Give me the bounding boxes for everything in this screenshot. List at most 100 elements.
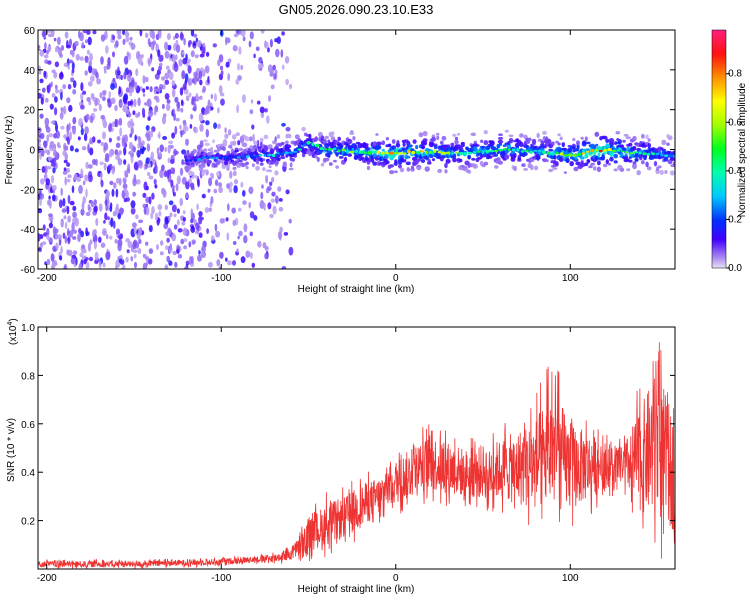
spectrogram-speckle bbox=[197, 254, 202, 262]
spectrogram-speckle bbox=[87, 36, 92, 46]
ridge-peak bbox=[319, 147, 324, 151]
spectrogram-speckle bbox=[217, 107, 220, 114]
spectrogram-speckle bbox=[59, 53, 63, 58]
spectrogram-speckle bbox=[55, 242, 59, 251]
spectrogram-xlabel: Height of straight line (km) bbox=[298, 284, 415, 295]
spectrogram-speckle bbox=[73, 173, 78, 181]
spectrogram-speckle bbox=[117, 213, 122, 220]
spectrogram-speckle bbox=[82, 180, 86, 186]
ridge-mark bbox=[335, 152, 339, 157]
spectrogram-speckle bbox=[182, 217, 186, 222]
spectrogram-speckle bbox=[63, 167, 67, 172]
spectrogram-speckle bbox=[255, 46, 260, 52]
ridge-mark bbox=[544, 159, 549, 163]
ridge-mark bbox=[328, 162, 333, 166]
spectrogram-speckle bbox=[78, 117, 83, 127]
spectrogram-speckle bbox=[227, 203, 230, 212]
ridge-mark bbox=[669, 170, 675, 176]
spectrogram-speckle bbox=[242, 200, 247, 206]
spectrogram-speckle bbox=[228, 186, 233, 193]
spectrogram-speckle bbox=[154, 212, 159, 221]
ridge-peak bbox=[428, 151, 433, 154]
spectrogram-speckle bbox=[92, 96, 96, 102]
ridge-mark bbox=[288, 167, 294, 171]
ridge-mark bbox=[555, 140, 559, 144]
spectrogram-speckle bbox=[93, 108, 98, 112]
y-tick-label: 0.4 bbox=[21, 468, 35, 479]
spectrogram-speckle bbox=[52, 260, 57, 264]
ridge-mark bbox=[322, 140, 327, 144]
spectrogram-speckle bbox=[44, 117, 50, 127]
spectrogram-speckle bbox=[114, 149, 119, 156]
ridge-mark bbox=[561, 142, 566, 148]
spectrogram-speckle bbox=[79, 56, 84, 61]
ridge-mark bbox=[440, 140, 444, 145]
ridge-peak bbox=[620, 150, 625, 153]
spectrogram-speckle bbox=[284, 56, 290, 64]
ridge-mark bbox=[550, 141, 555, 146]
spectrogram-speckle bbox=[165, 217, 169, 225]
spectrogram-speckle bbox=[69, 200, 75, 206]
spectrogram-speckle bbox=[158, 131, 161, 140]
spectrogram-speckle bbox=[51, 264, 55, 269]
spectrogram-speckle bbox=[269, 213, 274, 219]
ridge-mark bbox=[480, 139, 484, 143]
ridge-peak bbox=[472, 151, 477, 155]
spectrogram-speckle bbox=[133, 253, 137, 259]
x-tick-label: -200 bbox=[37, 273, 57, 284]
ridge-peak bbox=[354, 149, 359, 154]
spectrogram-speckle bbox=[269, 181, 273, 186]
spectrogram-speckle bbox=[127, 101, 132, 106]
ridge-mark bbox=[580, 136, 584, 140]
ridge-mark bbox=[391, 154, 396, 158]
spectrogram-speckle bbox=[102, 90, 107, 95]
ridge-mark bbox=[473, 140, 477, 144]
spectrogram-speckle bbox=[158, 62, 163, 67]
spectrogram-speckle bbox=[137, 55, 143, 65]
spectrogram-speckle bbox=[89, 52, 93, 62]
ridge-mark bbox=[641, 133, 645, 139]
spectrogram-speckle bbox=[219, 65, 224, 71]
ridge-mark bbox=[242, 142, 248, 148]
spectrogram-speckle bbox=[183, 238, 188, 243]
ridge-peak bbox=[419, 150, 424, 153]
ridge-mark bbox=[452, 133, 457, 137]
spectrogram-speckle bbox=[50, 175, 55, 184]
spectrogram-speckle bbox=[87, 144, 90, 154]
ridge-mark bbox=[459, 158, 463, 163]
spectrogram-speckle bbox=[174, 150, 179, 155]
ridge-mark bbox=[209, 172, 214, 177]
ridge-peak bbox=[314, 143, 320, 148]
spectrogram-speckle bbox=[112, 210, 117, 217]
spectrogram-speckle bbox=[164, 72, 170, 80]
spectrogram-speckle bbox=[107, 98, 111, 104]
spectrogram-speckle bbox=[279, 226, 283, 233]
ridge-peak bbox=[358, 150, 364, 154]
spectrogram-speckle bbox=[130, 208, 136, 215]
ridge-peak bbox=[511, 148, 516, 152]
spectrogram-speckle bbox=[195, 222, 200, 230]
ridge-mark bbox=[607, 162, 612, 166]
spectrogram-speckle bbox=[148, 225, 153, 233]
spectrogram-speckle bbox=[69, 38, 72, 47]
ridge-mark bbox=[535, 156, 541, 160]
x-tick-label: 0 bbox=[393, 273, 399, 284]
spectrogram-speckle bbox=[137, 111, 141, 117]
spectrogram-speckle bbox=[272, 205, 277, 215]
spectrogram-speckle bbox=[214, 223, 218, 232]
spectrogram-speckle bbox=[55, 88, 59, 94]
ridge-peak bbox=[193, 158, 197, 162]
spectrogram-speckle bbox=[98, 236, 102, 243]
spectrogram-speckle bbox=[258, 56, 263, 64]
spectrogram-speckle bbox=[182, 210, 186, 215]
spectrogram-speckle bbox=[204, 109, 208, 116]
ridge-mark bbox=[608, 138, 615, 144]
spectrogram-speckle bbox=[66, 249, 70, 256]
ridge-mark bbox=[521, 163, 526, 168]
spectrogram-speckle bbox=[38, 233, 41, 242]
spectrogram-speckle bbox=[251, 124, 255, 130]
spectrogram-speckle bbox=[116, 30, 122, 36]
spectrogram-speckle bbox=[199, 216, 204, 221]
